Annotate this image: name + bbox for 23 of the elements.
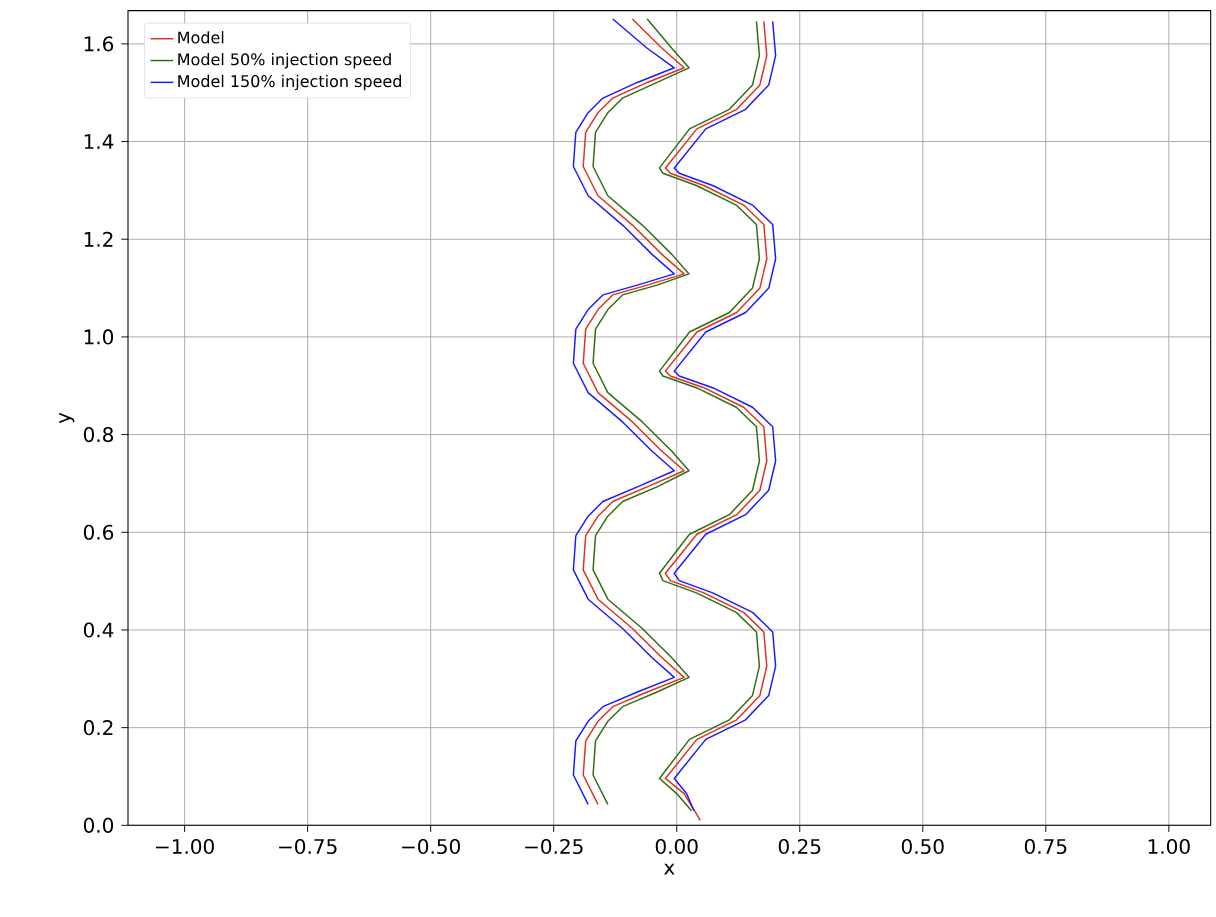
legend-label: Model 150% injection speed: [178, 74, 401, 91]
x-tick-label: 0.25: [778, 838, 821, 854]
x-tick-label: −0.75: [279, 838, 337, 854]
y-tick-label: 1.0: [84, 329, 114, 345]
y-tick-label: 0.0: [83, 817, 114, 833]
y-tick-label: 1.6: [84, 36, 114, 52]
legend-label: Model: [178, 30, 224, 44]
x-tick-label: −0.50: [402, 838, 460, 854]
x-tick-label: 0.75: [1024, 838, 1067, 854]
x-axis-title: x: [664, 863, 675, 875]
y-tick-label: 0.4: [83, 622, 114, 638]
legend-label: Model 50% injection speed: [178, 52, 391, 69]
x-tick-label: 0.50: [901, 838, 944, 854]
y-tick-label: 1.2: [84, 231, 113, 247]
y-tick-label: 0.6: [83, 524, 114, 540]
x-tick-label: 1.00: [1148, 838, 1190, 854]
x-tick-label: −1.00: [156, 838, 214, 854]
y-axis-title: y: [59, 412, 75, 424]
y-tick-label: 1.4: [84, 134, 114, 149]
x-tick-label: 0.00: [655, 838, 698, 854]
y-tick-label: 0.8: [83, 426, 114, 443]
x-tick-label: −0.25: [525, 838, 583, 854]
y-tick-label: 0.2: [83, 719, 113, 736]
